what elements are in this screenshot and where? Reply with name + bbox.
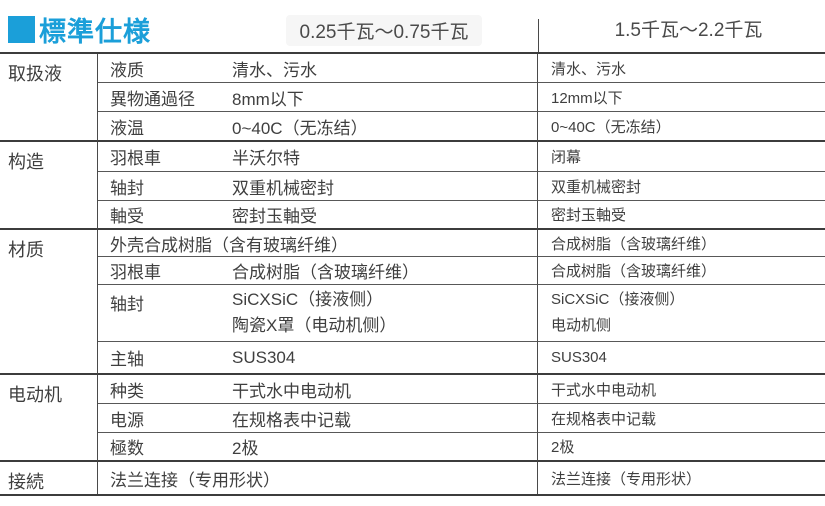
spec-value-right: 12mm以下 [538, 83, 825, 112]
spec-value-left: 干式水中电动机 [228, 375, 538, 404]
spec-value-left: SiCXSiC（接液侧） 陶瓷X罩（电动机侧） [228, 285, 538, 342]
page-title: 標準仕様 [8, 10, 151, 49]
spec-label: 液温 [98, 112, 228, 142]
spec-value-left: 合成树脂（含玻璃纤维） [228, 257, 538, 285]
spec-value-right: 法兰连接（专用形状） [551, 470, 702, 488]
spec-value-right: SiCXSiC（接液侧） 电动机侧 [538, 285, 825, 342]
column-header-low-power: 0.25千瓦～0.75千瓦 [230, 15, 538, 46]
spec-value-left: SUS304 [228, 342, 538, 375]
spec-label: 軸受 [98, 201, 228, 230]
spec-label: 主轴 [98, 342, 228, 375]
spec-value-right: 清水、污水 [538, 54, 825, 83]
category-cell: 电动机 [0, 375, 98, 462]
spec-value-left: 双重机械密封 [228, 172, 538, 201]
spec-value-right: 0~40C（无冻结） [538, 112, 825, 142]
spec-value-left: 法兰连接（专用形状） [98, 462, 538, 494]
spec-label: 液质 [98, 54, 228, 83]
title-square-icon [8, 16, 35, 43]
spec-label: 極数 [98, 433, 228, 462]
spec-label: 異物通過径 [98, 83, 228, 112]
page-title-text: 標準仕様 [39, 17, 151, 47]
spec-value-right: 双重机械密封 [538, 172, 825, 201]
spec-value-left: 清水、污水 [228, 54, 538, 83]
column-header-high-power: 1.5千瓦～2.2千瓦 [614, 20, 763, 41]
spec-value-right: 密封玉軸受 [538, 201, 825, 230]
spec-value-left: 2极 [228, 433, 538, 462]
spec-value-right: 在规格表中记载 [538, 404, 825, 433]
category-cell: 接続 [0, 462, 98, 494]
spec-label: 电源 [98, 404, 228, 433]
spec-table: 取扱液 液质 清水、污水 清水、污水 異物通過径 8mm以下 12mm以下 液温… [0, 52, 825, 496]
spec-label: 种类 [98, 375, 228, 404]
spec-value-right: SUS304 [538, 342, 825, 375]
spec-value-left: 8mm以下 [228, 83, 538, 112]
category-cell: 构造 [0, 142, 98, 230]
spec-value-left: 密封玉軸受 [228, 201, 538, 230]
spec-value-right: 干式水中电动机 [538, 375, 825, 404]
spec-value-left: 外壳合成树脂（含有玻璃纤维） [98, 230, 538, 257]
spec-value-right: 闭幕 [538, 142, 825, 172]
spec-value-left: 0~40C（无冻结） [228, 112, 538, 142]
spec-label: 羽根車 [98, 257, 228, 285]
spec-value-right: 合成树脂（含玻璃纤维） [538, 230, 825, 257]
spec-label: 羽根車 [98, 142, 228, 172]
spec-label: 轴封 [98, 172, 228, 201]
spec-value-right: 合成树脂（含玻璃纤维） [538, 257, 825, 285]
spec-value-right: 2极 [538, 433, 825, 462]
spec-value-left: 在规格表中记载 [228, 404, 538, 433]
spec-label: 轴封 [98, 285, 228, 342]
spec-value-left: 半沃尔特 [228, 142, 538, 172]
category-cell: 取扱液 [0, 54, 98, 142]
header-column-divider [538, 19, 539, 53]
category-cell: 材质 [0, 230, 98, 375]
